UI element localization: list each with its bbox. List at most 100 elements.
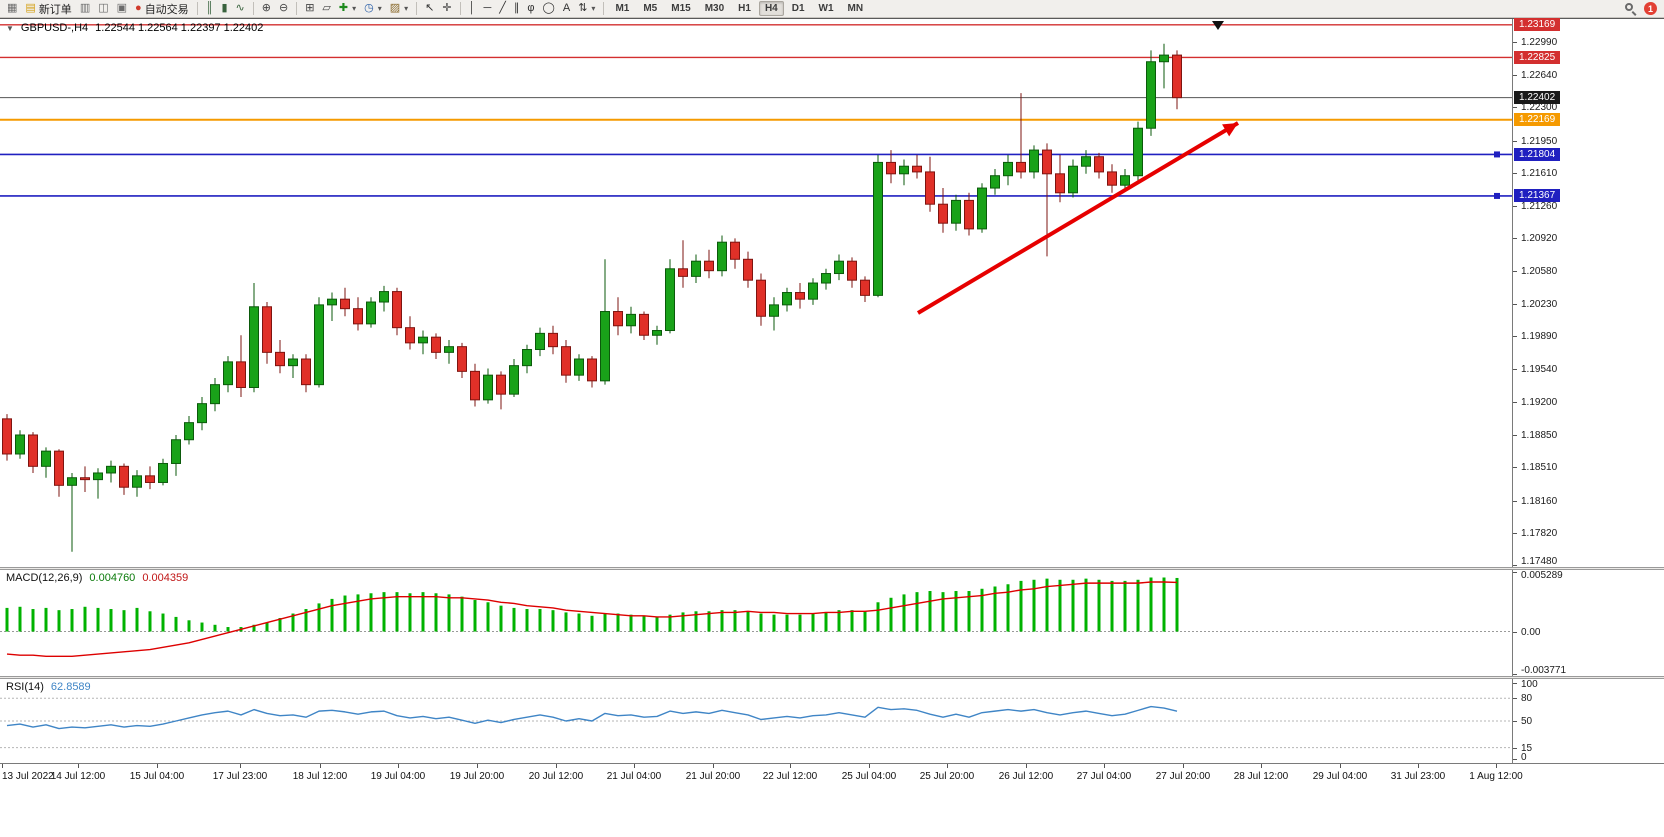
candle-body bbox=[249, 306, 259, 388]
candle-body bbox=[184, 422, 194, 441]
indicators-icon: ✚ bbox=[338, 2, 349, 14]
toolbar-separator bbox=[296, 2, 298, 15]
candle-body bbox=[93, 472, 103, 481]
line-handle[interactable] bbox=[1494, 192, 1500, 199]
notification-badge[interactable]: 1 bbox=[1644, 2, 1657, 15]
axis-tick-label: 0.005289 bbox=[1521, 570, 1563, 581]
time-tick bbox=[790, 764, 791, 768]
timeframe-button-h4[interactable]: H4 bbox=[758, 1, 784, 16]
periods-button[interactable]: ◷ ▾ bbox=[360, 1, 386, 17]
auto-trading-button[interactable]: ● 自动交易 bbox=[131, 1, 193, 17]
axis-tick bbox=[1513, 721, 1517, 722]
axis-tick bbox=[1513, 467, 1517, 469]
crosshair-icon[interactable]: ✛ bbox=[438, 1, 455, 17]
candle-body bbox=[314, 304, 324, 386]
caret-down-icon: ▾ bbox=[352, 4, 357, 13]
timeframe-button-w1[interactable]: W1 bbox=[818, 3, 834, 14]
terminal-icon[interactable]: ▣ bbox=[113, 1, 131, 17]
search-icon[interactable] bbox=[1624, 2, 1637, 16]
axis-tick-label: -0.003771 bbox=[1521, 665, 1567, 676]
panel-separator[interactable] bbox=[0, 676, 1664, 679]
zoom-out-icon[interactable]: ⊖ bbox=[275, 1, 292, 17]
navigator-icon: ◫ bbox=[98, 2, 109, 14]
zoom-in-icon[interactable]: ⊕ bbox=[258, 1, 275, 17]
candle-body bbox=[80, 477, 90, 481]
channel-icon: ∥ bbox=[513, 2, 520, 14]
time-axis[interactable]: 13 Jul 2022 14 Jul 12:00 15 Jul 04:00 17 Ju… bbox=[0, 763, 1664, 787]
candle-body bbox=[561, 346, 571, 376]
bar-chart-icon[interactable]: ║ bbox=[202, 1, 218, 17]
timeframe-button-m1[interactable]: M1 bbox=[615, 3, 630, 14]
timeframe-button-m30[interactable]: M30 bbox=[704, 3, 725, 14]
axis-tick-label: 15 bbox=[1521, 742, 1533, 754]
timeframe-button-m5[interactable]: M5 bbox=[643, 3, 658, 14]
cascade-windows-icon[interactable]: ▱ bbox=[318, 1, 334, 17]
vertical-line-icon[interactable]: │ bbox=[465, 1, 480, 17]
text-icon[interactable]: A bbox=[559, 1, 574, 17]
candle-body bbox=[548, 332, 558, 348]
shapes-icon: ◯ bbox=[542, 2, 555, 14]
candle-body bbox=[691, 260, 701, 277]
market-watch-icon[interactable]: ▥ bbox=[76, 1, 94, 17]
candle-body bbox=[626, 313, 636, 327]
time-tick-label: 26 Jul 12:00 bbox=[998, 771, 1054, 782]
chart-ohlc-values: 1.22544 1.22564 1.22397 1.22402 bbox=[95, 22, 264, 34]
axis-tick bbox=[1513, 674, 1517, 675]
candle-chart-icon[interactable]: ▮ bbox=[217, 1, 231, 17]
axis-tick bbox=[1513, 75, 1517, 77]
axis-tick bbox=[1513, 631, 1517, 633]
channel-icon[interactable]: ∥ bbox=[510, 1, 524, 17]
macd-chart-canvas[interactable] bbox=[0, 570, 1512, 676]
cursor-icon: ↖ bbox=[425, 2, 435, 14]
axis-tick bbox=[1513, 572, 1517, 573]
indicators-button[interactable]: ✚ ▾ bbox=[335, 1, 360, 17]
candle-body bbox=[67, 477, 77, 486]
candle-body bbox=[158, 462, 168, 483]
time-tick bbox=[1261, 764, 1262, 768]
text-icon: A bbox=[562, 2, 571, 14]
horizontal-line-icon[interactable]: ─ bbox=[479, 1, 495, 17]
fibonacci-icon[interactable]: φ bbox=[523, 1, 538, 17]
time-tick bbox=[1026, 764, 1027, 768]
chart-window-icon[interactable]: ▦ bbox=[3, 1, 21, 17]
axis-tick-label: 80 bbox=[1521, 693, 1533, 705]
axis-tick bbox=[1513, 303, 1517, 305]
candle-body bbox=[938, 203, 948, 224]
chart-window: ▼ GBPUSD-,H4 1.22544 1.22564 1.22397 1.2… bbox=[0, 18, 1664, 787]
candle-body bbox=[977, 187, 987, 230]
timeframe-button-mn[interactable]: MN bbox=[847, 3, 864, 14]
tile-windows-icon[interactable]: ⊞ bbox=[301, 1, 318, 17]
arrows-icon[interactable]: ⇅ ▾ bbox=[574, 1, 599, 17]
macd-axis: 0.005289 0.00 -0.003771 bbox=[1512, 570, 1664, 676]
candle-body bbox=[535, 332, 545, 351]
toolbar-right: 1 bbox=[1624, 2, 1661, 16]
price-axis[interactable]: 1.22990 1.22640 1.22300 1.21950 1.21610 1.212… bbox=[1512, 18, 1664, 567]
timeframe-button-m15[interactable]: M15 bbox=[671, 3, 691, 14]
rsi-chart-canvas[interactable] bbox=[0, 679, 1512, 763]
line-chart-icon[interactable]: ∿ bbox=[232, 1, 249, 17]
time-tick-label: 15 Jul 04:00 bbox=[129, 771, 185, 782]
price-chart-canvas[interactable] bbox=[0, 19, 1512, 567]
panel-separator[interactable] bbox=[0, 567, 1664, 570]
new-order-button[interactable]: ▤ 新订单 bbox=[21, 1, 75, 17]
marker-triangle[interactable] bbox=[1212, 21, 1224, 30]
axis-tick bbox=[1513, 500, 1517, 502]
navigator-icon[interactable]: ◫ bbox=[94, 1, 112, 17]
time-tick bbox=[713, 764, 714, 768]
templates-button[interactable]: ▨ ▾ bbox=[386, 1, 412, 17]
axis-tick-label: 1.22640 bbox=[1521, 70, 1558, 82]
time-tick-label: 1 Aug 12:00 bbox=[1469, 771, 1523, 782]
timeframe-button-d1[interactable]: D1 bbox=[791, 3, 805, 14]
trend-arrow-line[interactable] bbox=[916, 121, 1240, 315]
line-handle[interactable] bbox=[1494, 151, 1500, 158]
axis-tick-label: 1.19890 bbox=[1521, 331, 1558, 343]
cursor-icon[interactable]: ↖ bbox=[421, 1, 438, 17]
price-tag: 1.22169 bbox=[1514, 113, 1561, 127]
trendline-icon[interactable]: ╱ bbox=[495, 1, 510, 17]
toolbar: ▦ ▤ 新订单 ▥ ◫ ▣ ● 自动交易 ║ ▮ ∿ ⊕ ⊖ ⊞ ▱ ✚ ▾ ◷ ▾ ▨ ▾ ↖ ✛ │ ─ ╱ ∥ φ ◯ A ⇅ ▾ M1… bbox=[0, 0, 1664, 18]
timeframe-button-h1[interactable]: H1 bbox=[738, 3, 751, 14]
time-tick-label: 19 Jul 20:00 bbox=[449, 771, 505, 782]
horizontal-line-icon: ─ bbox=[483, 2, 492, 14]
templates-icon: ▨ bbox=[389, 2, 401, 14]
shapes-icon[interactable]: ◯ bbox=[539, 1, 559, 17]
